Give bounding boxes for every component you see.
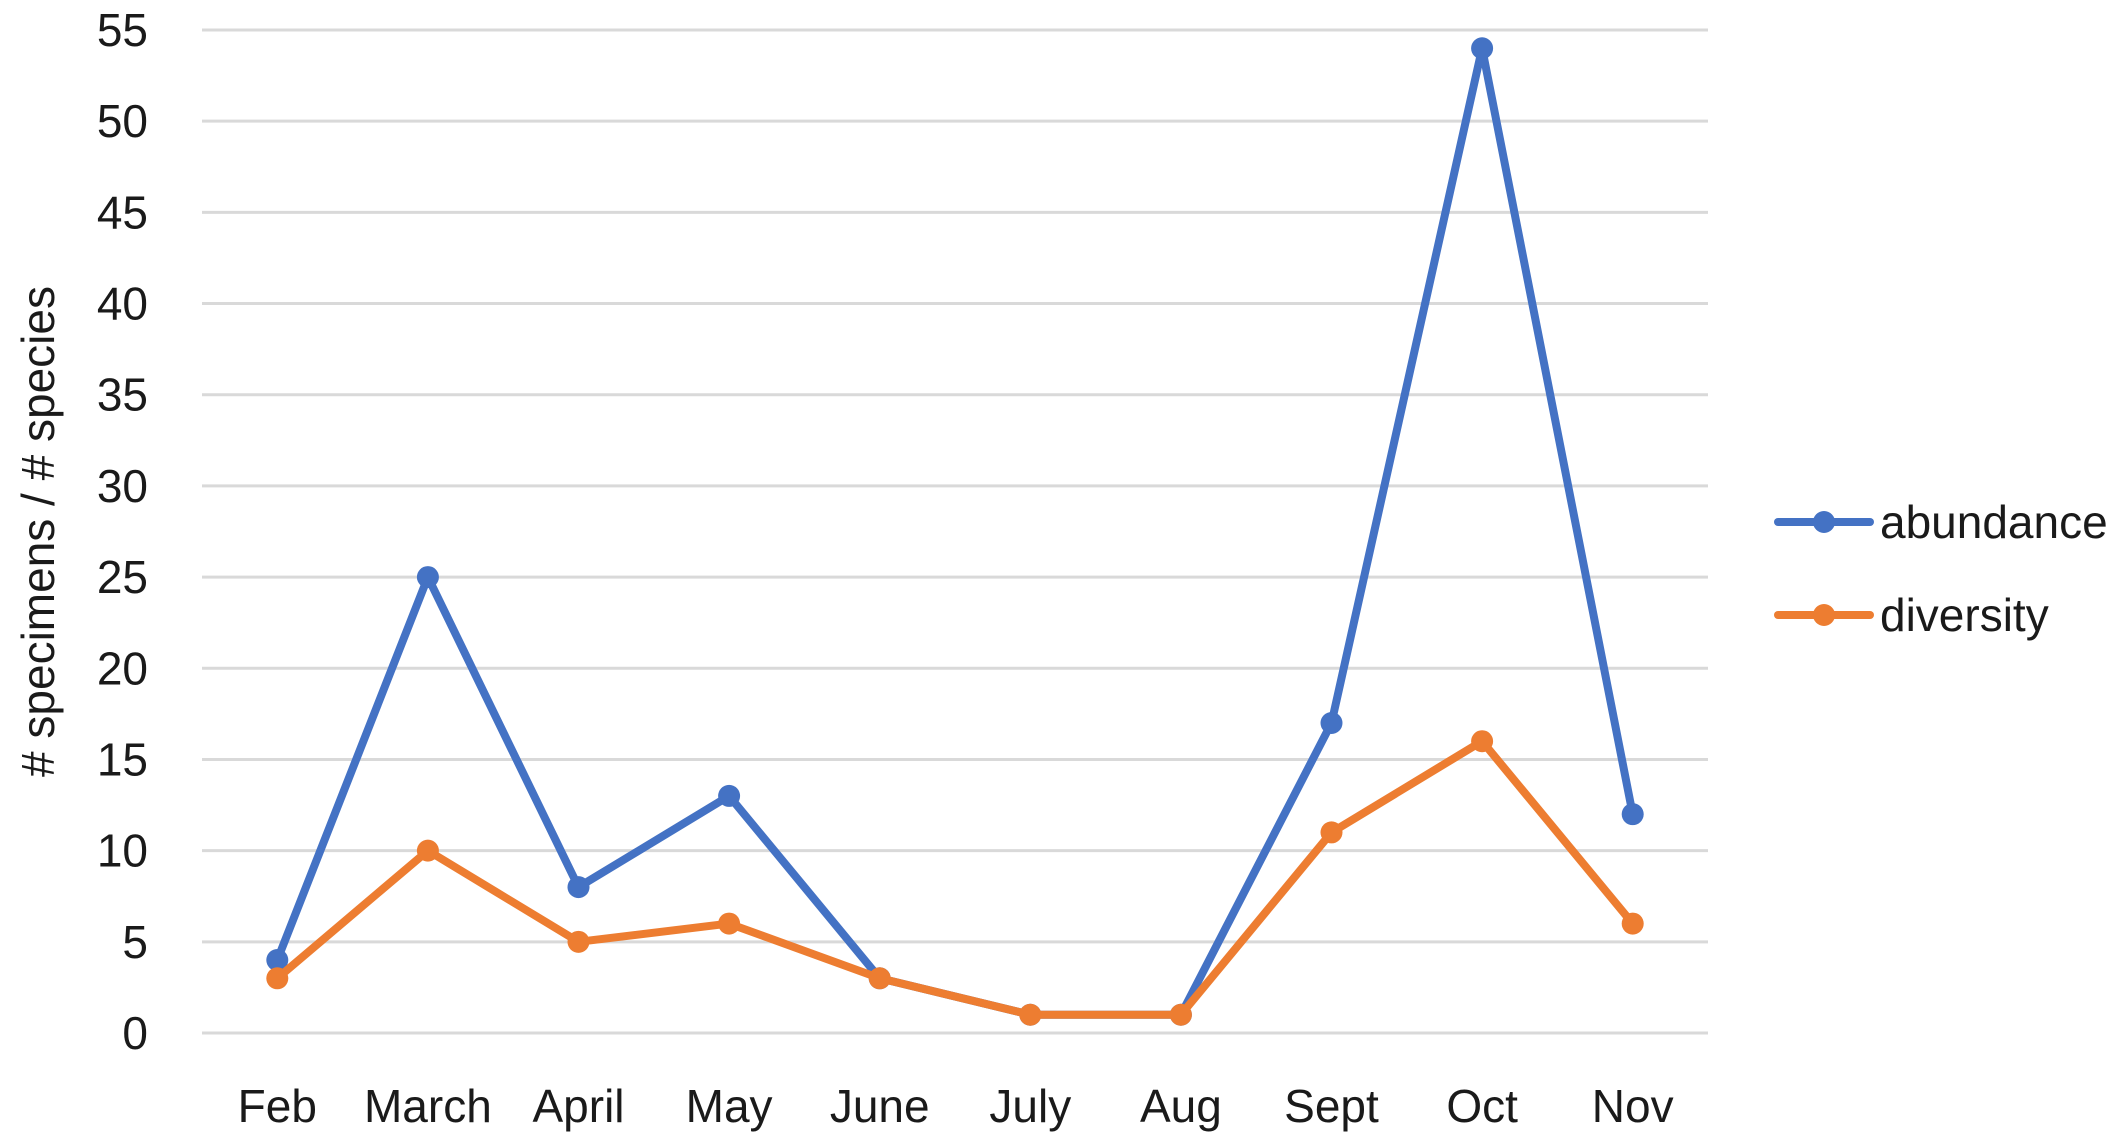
data-point-diversity [868, 967, 891, 990]
data-point-abundance [266, 949, 289, 972]
gridlines [202, 28, 1708, 1035]
legend-label: diversity [1880, 589, 2049, 641]
data-point-diversity [1621, 912, 1644, 935]
x-tick-label: Feb [238, 1080, 317, 1132]
x-tick-label: May [686, 1080, 773, 1132]
x-tick-label: April [532, 1080, 624, 1132]
legend-swatch-marker [1813, 511, 1835, 533]
x-tick-label: Oct [1446, 1080, 1518, 1132]
data-point-abundance [718, 784, 741, 807]
y-axis-tick-labels: 0 5 10 15 20 25 30 35 40 45 50 55 [97, 4, 148, 1059]
x-tick-label: June [830, 1080, 930, 1132]
y-axis-title: # specimens / # species [12, 286, 64, 777]
legend-swatch-marker [1813, 604, 1835, 626]
y-tick-label: 40 [97, 278, 148, 330]
data-point-abundance [567, 876, 590, 899]
data-point-abundance [416, 566, 439, 589]
y-tick-label: 25 [97, 551, 148, 603]
y-tick-label: 0 [122, 1007, 148, 1059]
y-tick-label: 15 [97, 733, 148, 785]
series-diversity [266, 730, 1644, 1026]
data-point-diversity [718, 912, 741, 935]
data-point-diversity [1320, 821, 1343, 844]
x-tick-label: Sept [1284, 1080, 1379, 1132]
data-point-abundance [1621, 803, 1644, 826]
y-tick-label: 50 [97, 95, 148, 147]
y-tick-label: 55 [97, 4, 148, 56]
series-line-abundance [273, 44, 1637, 1019]
y-tick-label: 35 [97, 369, 148, 421]
y-tick-label: 30 [97, 460, 148, 512]
legend: abundance diversity [1774, 496, 2108, 641]
x-tick-label: Aug [1140, 1080, 1222, 1132]
y-tick-label: 5 [122, 916, 148, 968]
x-tick-label: Nov [1592, 1080, 1674, 1132]
x-tick-label: July [989, 1080, 1071, 1132]
y-tick-label: 10 [97, 825, 148, 877]
y-tick-label: 45 [97, 186, 148, 238]
data-point-diversity [266, 967, 289, 990]
x-axis-tick-labels: Feb March April May June July Aug Sept Oct Nov [238, 1080, 1674, 1132]
legend-item-diversity: diversity [1774, 589, 2049, 641]
data-point-diversity [1169, 1003, 1192, 1026]
data-point-abundance [1471, 37, 1494, 60]
series-line-diversity [273, 737, 1637, 1019]
y-tick-label: 20 [97, 642, 148, 694]
data-point-diversity [567, 930, 590, 953]
data-point-diversity [1019, 1003, 1042, 1026]
series-lines [266, 37, 1644, 1026]
data-point-diversity [1471, 730, 1494, 753]
legend-item-abundance: abundance [1774, 496, 2108, 548]
data-point-diversity [416, 839, 439, 862]
x-tick-label: March [364, 1080, 492, 1132]
data-point-abundance [1320, 711, 1343, 734]
legend-label: abundance [1880, 496, 2108, 548]
